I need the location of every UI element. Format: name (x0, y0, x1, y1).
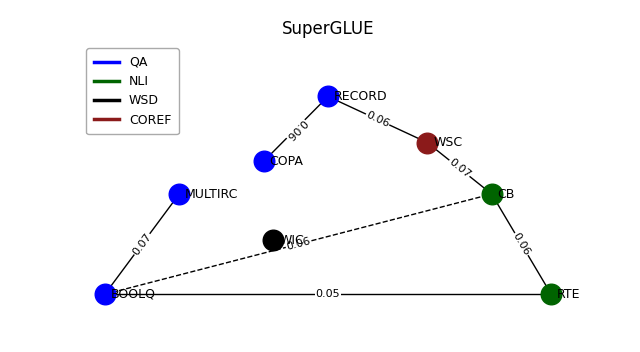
Title: SuperGLUE: SuperGLUE (282, 20, 374, 38)
Point (422, 140, 433, 145)
Text: CB: CB (498, 188, 515, 201)
Text: WIC: WIC (280, 234, 304, 247)
Point (100, 291, 110, 297)
Text: 0.07: 0.07 (131, 231, 154, 257)
Text: 0.06: 0.06 (285, 236, 312, 252)
Text: 0.06: 0.06 (284, 117, 308, 141)
Text: 0.05: 0.05 (316, 289, 340, 299)
Point (323, 94, 333, 99)
Text: MULTIRC: MULTIRC (185, 188, 239, 201)
Legend: QA, NLI, WSD, COREF: QA, NLI, WSD, COREF (86, 49, 179, 134)
Text: BOOLQ: BOOLQ (111, 288, 156, 301)
Point (486, 191, 497, 197)
Text: WSC: WSC (433, 136, 462, 149)
Text: 0.07: 0.07 (447, 157, 472, 180)
Text: COPA: COPA (269, 155, 303, 168)
Text: 0.06: 0.06 (511, 231, 532, 257)
Text: RECORD: RECORD (334, 90, 388, 103)
Point (174, 191, 184, 197)
Point (546, 291, 556, 297)
Point (268, 237, 278, 243)
Text: 0.06: 0.06 (364, 110, 391, 129)
Point (259, 159, 269, 164)
Text: RTE: RTE (557, 288, 580, 301)
